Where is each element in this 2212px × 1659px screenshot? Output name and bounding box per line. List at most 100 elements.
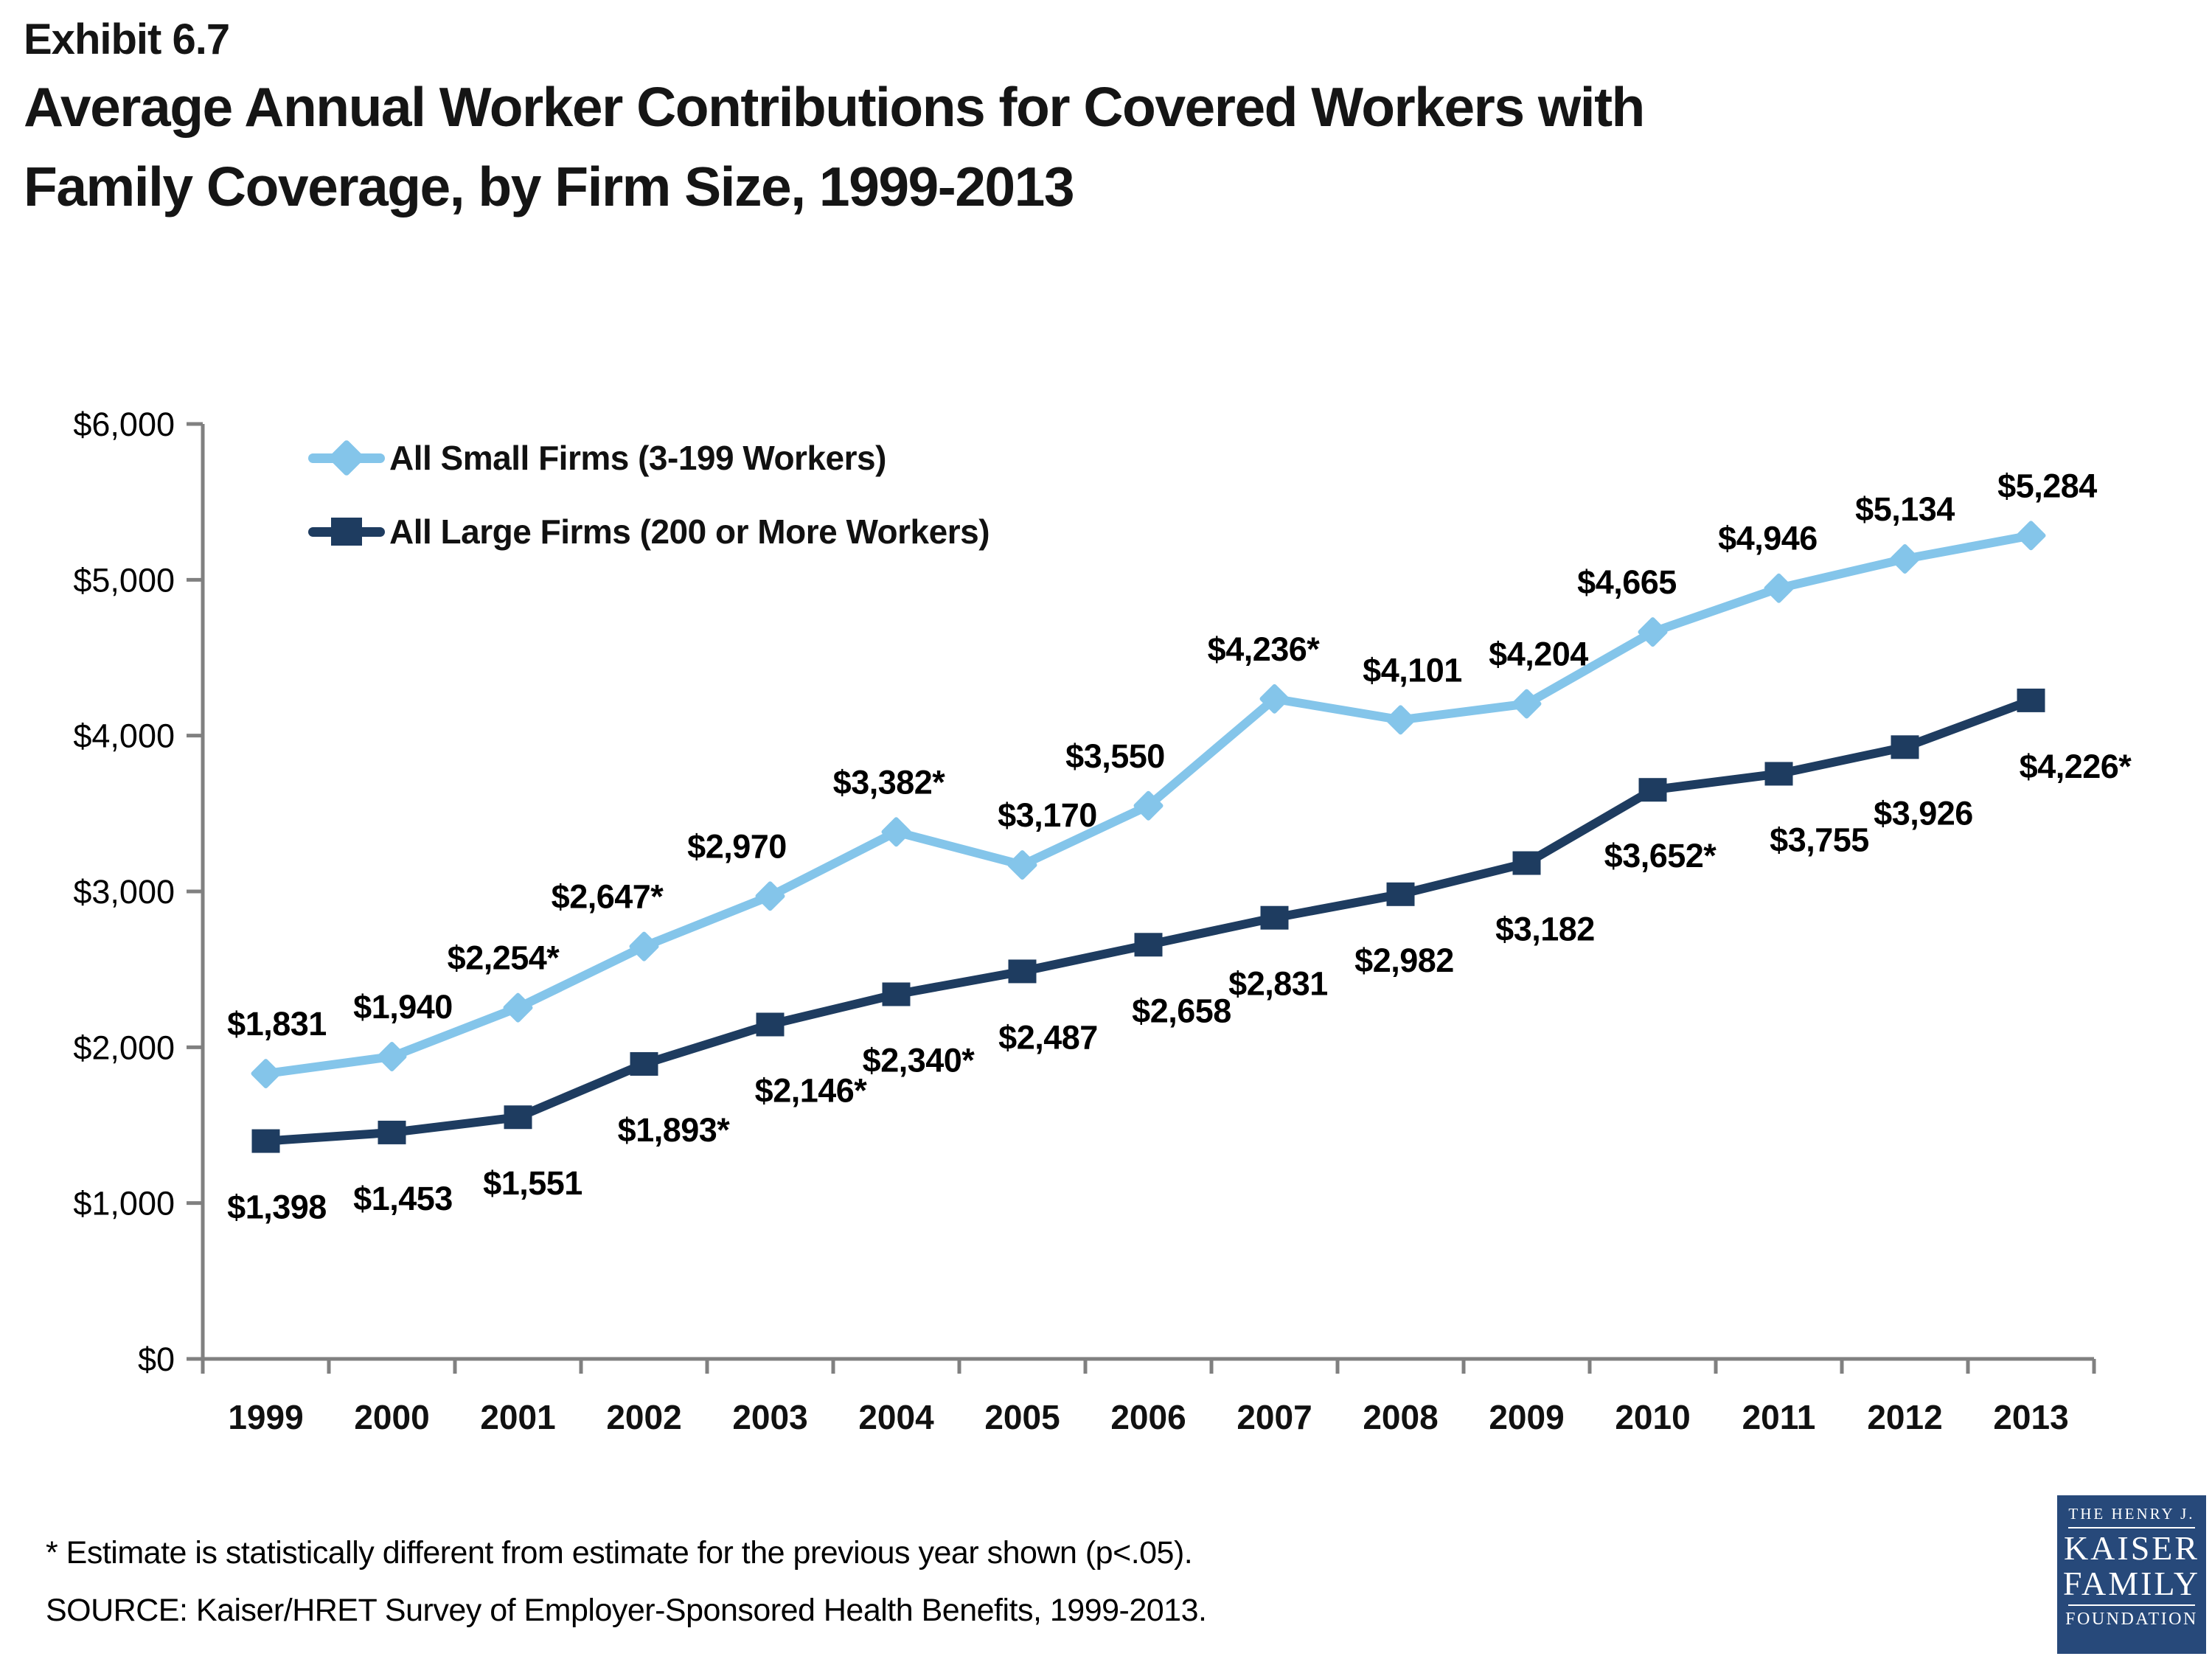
x-axis-year-label: 2007: [1237, 1398, 1312, 1436]
logo-line-henry-j: THE HENRY J.: [2068, 1505, 2195, 1523]
large-firms-data-point-marker: [1764, 762, 1793, 786]
small-firms-data-point-marker: [377, 1042, 407, 1071]
large-firms-data-point-marker: [1260, 905, 1289, 930]
large-firms-data-point-marker: [1512, 851, 1541, 875]
small-firms-data-point-marker: [755, 881, 785, 911]
diamond-marker-icon: [327, 439, 366, 477]
small-firms-data-point-marker: [1890, 544, 1920, 574]
chart-title-line-2: Family Coverage, by Firm Size, 1999-2013: [24, 156, 1075, 218]
large-firms-data-point-marker: [251, 1129, 280, 1153]
legend-item-small-firms: All Small Firms (3-199 Workers): [308, 437, 990, 479]
logo-line-kaiser: KAISER: [2063, 1529, 2200, 1567]
small-firms-data-point-marker: [2016, 521, 2046, 551]
x-axis-year-label: 2008: [1363, 1398, 1438, 1436]
small-firms-data-label: $5,284: [1997, 467, 2097, 504]
x-axis-year-label: 2005: [984, 1398, 1060, 1436]
x-axis-year-label: 2009: [1489, 1398, 1564, 1436]
y-axis-tick-label: $0: [138, 1340, 175, 1378]
source-note: SOURCE: Kaiser/HRET Survey of Employer-S…: [46, 1593, 1207, 1628]
chart-legend: All Small Firms (3-199 Workers) All Larg…: [308, 437, 990, 553]
small-firms-legend-swatch: [308, 437, 385, 479]
x-axis-year-label: 2012: [1867, 1398, 1942, 1436]
y-axis-tick-label: $4,000: [73, 717, 175, 755]
logo-line-foundation: FOUNDATION: [2065, 1609, 2198, 1629]
large-firms-data-label: $2,658: [1132, 992, 1231, 1029]
small-firms-data-label: $3,170: [998, 796, 1097, 834]
legend-label-small-firms: All Small Firms (3-199 Workers): [389, 439, 886, 477]
small-firms-data-label: $3,382*: [833, 763, 946, 801]
large-firms-data-point-marker: [1008, 959, 1037, 984]
x-axis-year-label: 2006: [1110, 1398, 1186, 1436]
x-axis-year-label: 2002: [606, 1398, 681, 1436]
x-axis-year-label: 2010: [1615, 1398, 1690, 1436]
large-firms-legend-swatch: [308, 510, 385, 553]
small-firms-data-label: $3,550: [1065, 737, 1165, 775]
x-axis-year-label: 2000: [354, 1398, 429, 1436]
small-firms-data-label: $4,946: [1718, 520, 1818, 557]
small-firms-data-label: $1,831: [227, 1005, 327, 1043]
y-axis-tick-label: $2,000: [73, 1029, 175, 1066]
small-firms-data-label: $4,204: [1489, 636, 1588, 673]
logo-rule-top: [2068, 1527, 2195, 1528]
footnote: * Estimate is statistically different fr…: [46, 1535, 1193, 1571]
large-firms-data-label: $1,398: [227, 1189, 327, 1226]
large-firms-data-label: $2,340*: [863, 1041, 975, 1079]
large-firms-data-label: $3,182: [1495, 911, 1595, 948]
large-firms-data-label: $2,487: [998, 1018, 1098, 1056]
x-axis-year-label: 2011: [1742, 1398, 1816, 1436]
large-firms-data-label: $2,982: [1354, 942, 1454, 979]
small-firms-data-point-marker: [1007, 850, 1037, 880]
small-firms-data-label: $2,254*: [448, 939, 560, 977]
small-firms-data-point-marker: [1638, 617, 1668, 647]
large-firms-data-label: $1,453: [353, 1180, 453, 1217]
x-axis-year-label: 2004: [858, 1398, 934, 1436]
small-firms-data-point-marker: [503, 992, 533, 1023]
exhibit-number: Exhibit 6.7: [24, 15, 230, 63]
y-axis-tick-label: $6,000: [73, 406, 175, 443]
small-firms-data-label: $4,665: [1577, 563, 1677, 601]
small-firms-data-label: $4,236*: [1208, 630, 1321, 668]
small-firms-data-label: $1,940: [353, 988, 453, 1026]
small-firms-data-point-marker: [1512, 689, 1542, 719]
small-firms-data-label: $2,970: [687, 827, 787, 865]
small-firms-data-label: $2,647*: [552, 878, 664, 916]
legend-item-large-firms: All Large Firms (200 or More Workers): [308, 510, 990, 553]
small-firms-data-point-marker: [251, 1059, 281, 1089]
large-firms-data-label: $3,926: [1874, 794, 1973, 832]
y-axis-tick-label: $3,000: [73, 873, 175, 911]
small-firms-data-point-marker: [1764, 573, 1794, 603]
small-firms-data-point-marker: [1385, 705, 1416, 735]
x-axis-year-label: 2013: [1993, 1398, 2068, 1436]
large-firms-data-point-marker: [756, 1012, 785, 1037]
large-firms-data-point-marker: [882, 982, 911, 1006]
large-firms-data-point-marker: [378, 1120, 406, 1144]
small-firms-data-point-marker: [1133, 790, 1164, 821]
square-marker-icon: [331, 518, 362, 546]
large-firms-data-label: $1,551: [483, 1164, 582, 1202]
small-firms-data-point-marker: [881, 817, 911, 847]
large-firms-data-point-marker: [630, 1051, 658, 1076]
large-firms-data-label: $3,755: [1770, 821, 1869, 858]
large-firms-data-label: $2,146*: [755, 1071, 868, 1109]
legend-label-large-firms: All Large Firms (200 or More Workers): [389, 512, 990, 551]
large-firms-data-point-marker: [1386, 882, 1415, 906]
large-firms-data-point-marker: [1638, 778, 1667, 802]
header: Exhibit 6.7 Average Annual Worker Contri…: [24, 13, 2191, 227]
logo-rule-bottom: [2068, 1604, 2195, 1606]
logo-line-family: FAMILY: [2062, 1565, 2201, 1603]
x-axis-year-label: 2003: [732, 1398, 807, 1436]
large-firms-data-point-marker: [2017, 688, 2045, 712]
large-firms-data-label: $4,226*: [2020, 748, 2132, 785]
large-firms-data-point-marker: [1134, 933, 1163, 957]
large-firms-data-point-marker: [1891, 735, 1919, 759]
large-firms-data-label: $2,831: [1228, 965, 1328, 1003]
large-firms-data-point-marker: [504, 1105, 532, 1130]
y-axis-tick-label: $1,000: [73, 1185, 175, 1222]
y-axis-tick-label: $5,000: [73, 561, 175, 599]
small-firms-data-label: $5,134: [1855, 490, 1955, 528]
small-firms-data-point-marker: [1259, 684, 1290, 714]
kaiser-family-foundation-logo: THE HENRY J. KAISER FAMILY FOUNDATION: [2057, 1495, 2206, 1654]
large-firms-data-label: $1,893*: [618, 1111, 731, 1149]
